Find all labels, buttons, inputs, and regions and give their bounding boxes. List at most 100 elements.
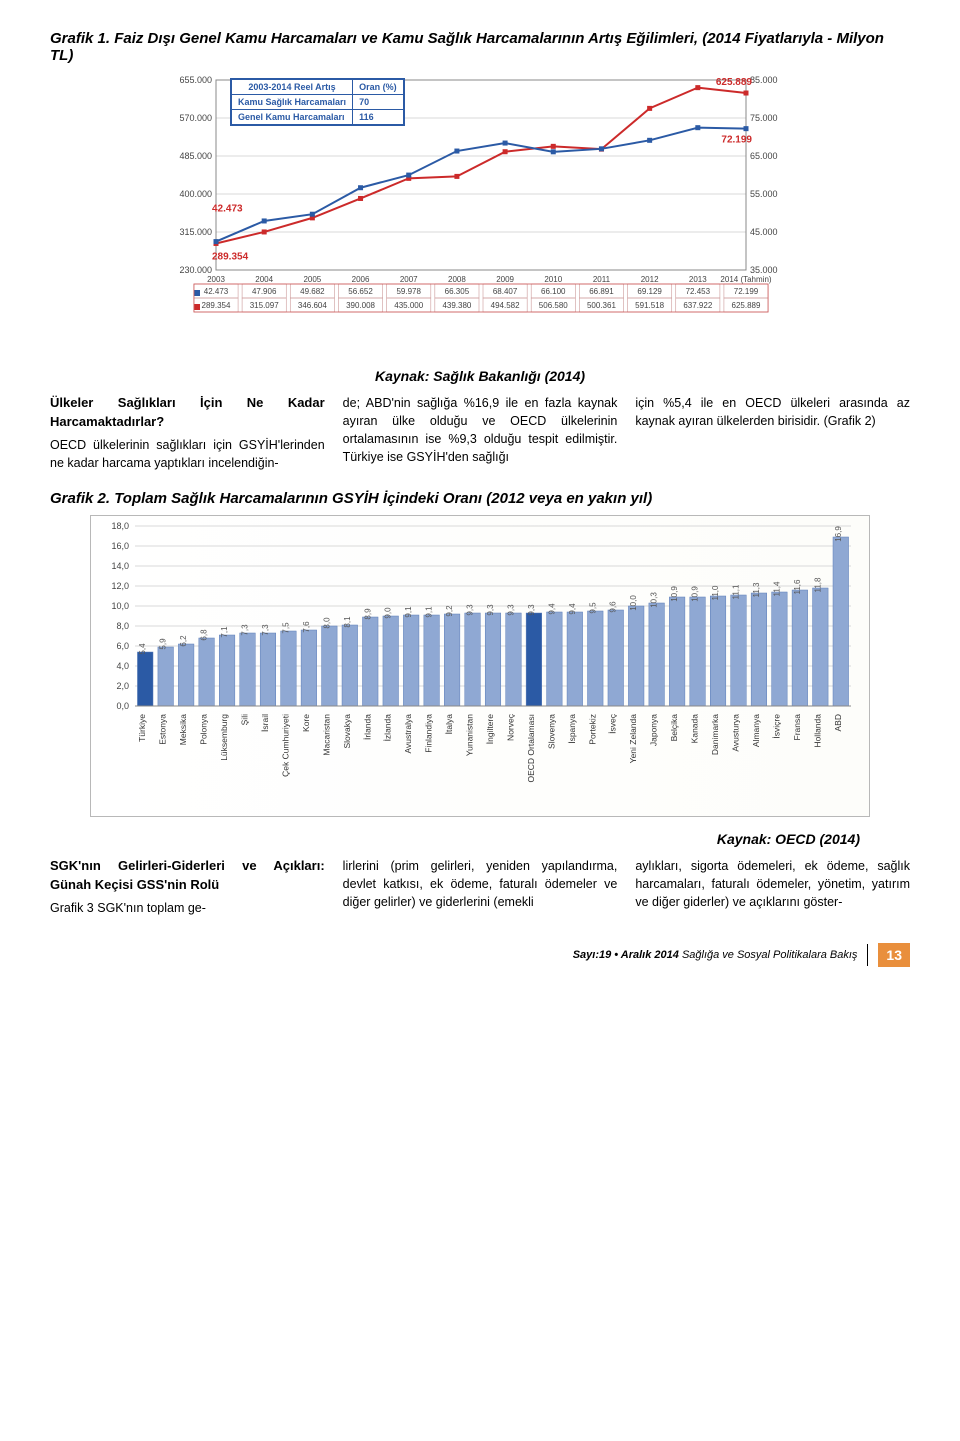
svg-text:İspanya: İspanya xyxy=(567,714,577,744)
footer-text: Sayı:19 • Aralık 2014 Sağlığa ve Sosyal … xyxy=(573,949,858,961)
svg-text:500.361: 500.361 xyxy=(587,301,616,310)
svg-text:346.604: 346.604 xyxy=(298,301,327,310)
svg-text:400.000: 400.000 xyxy=(179,189,212,199)
legend-col: Oran (%) xyxy=(353,80,404,95)
svg-text:5,4: 5,4 xyxy=(138,643,147,655)
para2-col2-body: lirlerini (prim gelirleri, yeniden yapıl… xyxy=(343,857,618,917)
legend-row-label: Genel Kamu Harcamaları xyxy=(232,110,353,125)
svg-text:4,0: 4,0 xyxy=(116,661,129,671)
svg-text:Macaristan: Macaristan xyxy=(321,714,331,756)
svg-text:49.682: 49.682 xyxy=(300,287,325,296)
svg-text:İsrail: İsrail xyxy=(260,714,270,732)
svg-text:75.000: 75.000 xyxy=(750,113,778,123)
svg-text:9,5: 9,5 xyxy=(588,602,597,614)
svg-text:Kore: Kore xyxy=(301,714,311,732)
chart2-source: Kaynak: OECD (2014) xyxy=(50,831,860,847)
svg-text:Kanada: Kanada xyxy=(690,714,700,744)
chart1-container: 2003-2014 Reel Artış Oran (%) Kamu Sağlı… xyxy=(160,74,800,354)
svg-text:9,6: 9,6 xyxy=(609,601,618,613)
svg-text:2008: 2008 xyxy=(448,275,466,284)
svg-text:Fransa: Fransa xyxy=(792,714,802,741)
footer-issue: Sayı:19 • Aralık 2014 xyxy=(573,949,679,961)
page-footer: Sayı:19 • Aralık 2014 Sağlığa ve Sosyal … xyxy=(50,943,910,967)
svg-text:66.100: 66.100 xyxy=(541,287,566,296)
svg-text:8,0: 8,0 xyxy=(322,617,331,629)
svg-text:Hollanda: Hollanda xyxy=(812,714,822,748)
svg-text:6,0: 6,0 xyxy=(116,641,129,651)
svg-text:625.889: 625.889 xyxy=(716,77,753,88)
svg-text:6,2: 6,2 xyxy=(179,635,188,647)
svg-text:66.891: 66.891 xyxy=(589,287,614,296)
para2-col3-body: aylıkları, sigorta ödemeleri, ek ödeme, … xyxy=(635,857,910,917)
svg-text:56.652: 56.652 xyxy=(348,287,373,296)
paragraph-block-2: SGK'nın Gelirleri-Giderleri ve Açıkları:… xyxy=(50,857,910,917)
svg-text:9,0: 9,0 xyxy=(384,607,393,619)
svg-text:45.000: 45.000 xyxy=(750,227,778,237)
svg-text:59.978: 59.978 xyxy=(396,287,421,296)
svg-text:230.000: 230.000 xyxy=(179,265,212,275)
svg-text:8,0: 8,0 xyxy=(116,621,129,631)
svg-text:570.000: 570.000 xyxy=(179,113,212,123)
svg-text:2014 (Tahmin): 2014 (Tahmin) xyxy=(720,275,771,284)
svg-text:55.000: 55.000 xyxy=(750,189,778,199)
svg-text:Avusturya: Avusturya xyxy=(730,714,740,752)
svg-text:Finlandiya: Finlandiya xyxy=(424,714,434,753)
svg-text:9,3: 9,3 xyxy=(486,604,495,616)
svg-text:Meksika: Meksika xyxy=(178,714,188,745)
svg-text:12,0: 12,0 xyxy=(111,581,129,591)
svg-text:315.000: 315.000 xyxy=(179,227,212,237)
svg-text:10,3: 10,3 xyxy=(650,592,659,608)
paragraph-block-1: Ülkeler Sağlıkları İçin Ne Kadar Harcama… xyxy=(50,394,910,472)
svg-text:Şili: Şili xyxy=(240,714,250,725)
svg-text:Almanya: Almanya xyxy=(751,714,761,747)
svg-text:591.518: 591.518 xyxy=(635,301,664,310)
svg-text:11,6: 11,6 xyxy=(793,579,802,595)
svg-text:69.129: 69.129 xyxy=(637,287,662,296)
chart1-source: Kaynak: Sağlık Bakanlığı (2014) xyxy=(50,368,910,384)
svg-text:Belçika: Belçika xyxy=(669,714,679,742)
svg-text:10,0: 10,0 xyxy=(629,595,638,611)
svg-text:10,0: 10,0 xyxy=(111,601,129,611)
para1-col1-heading: Ülkeler Sağlıkları İçin Ne Kadar Harcama… xyxy=(50,394,325,432)
svg-text:Japonya: Japonya xyxy=(649,714,659,746)
svg-text:9,3: 9,3 xyxy=(527,604,536,616)
svg-text:2011: 2011 xyxy=(593,275,611,284)
svg-text:7,5: 7,5 xyxy=(281,622,290,634)
svg-text:11,8: 11,8 xyxy=(813,577,822,593)
svg-text:OECD Ortalaması: OECD Ortalaması xyxy=(526,714,536,783)
svg-text:2003: 2003 xyxy=(207,275,225,284)
svg-text:Slovakya: Slovakya xyxy=(342,714,352,749)
chart2-svg: 0,02,04,06,08,010,012,014,016,018,05,4Tü… xyxy=(91,516,871,816)
svg-text:Çek Cumhuriyeti: Çek Cumhuriyeti xyxy=(280,714,290,777)
svg-text:6,8: 6,8 xyxy=(200,629,209,641)
svg-text:Estonya: Estonya xyxy=(158,714,168,745)
para2-col1-body: Grafik 3 SGK'nın toplam ge- xyxy=(50,901,206,915)
chart1-legend: 2003-2014 Reel Artış Oran (%) Kamu Sağlı… xyxy=(230,78,405,126)
svg-text:14,0: 14,0 xyxy=(111,561,129,571)
svg-text:İngiltere: İngiltere xyxy=(485,714,495,745)
svg-text:Avustralya: Avustralya xyxy=(403,714,413,754)
svg-text:2,0: 2,0 xyxy=(116,681,129,691)
legend-header: 2003-2014 Reel Artış xyxy=(232,80,353,95)
svg-text:2005: 2005 xyxy=(303,275,321,284)
svg-text:289.354: 289.354 xyxy=(202,301,231,310)
svg-text:0,0: 0,0 xyxy=(116,701,129,711)
svg-text:72.199: 72.199 xyxy=(734,287,759,296)
svg-text:2012: 2012 xyxy=(641,275,659,284)
svg-text:Yeni Zelanda: Yeni Zelanda xyxy=(628,714,638,764)
svg-text:18,0: 18,0 xyxy=(111,521,129,531)
svg-text:11,3: 11,3 xyxy=(752,582,761,598)
svg-text:2004: 2004 xyxy=(255,275,273,284)
para1-col2-body: de; ABD'nin sağlığa %16,9 ile en fazla k… xyxy=(343,394,618,472)
svg-text:8,1: 8,1 xyxy=(343,616,352,628)
svg-text:485.000: 485.000 xyxy=(179,151,212,161)
svg-text:10,9: 10,9 xyxy=(670,586,679,602)
svg-text:42.473: 42.473 xyxy=(212,204,243,215)
para1-col1-body: OECD ülkelerinin sağlıkları için GSYİH'l… xyxy=(50,438,325,470)
svg-text:9,4: 9,4 xyxy=(568,603,577,615)
chart2-container: 0,02,04,06,08,010,012,014,016,018,05,4Tü… xyxy=(90,515,870,817)
svg-text:435.000: 435.000 xyxy=(394,301,423,310)
svg-text:İtalya: İtalya xyxy=(444,714,454,735)
footer-divider xyxy=(867,944,868,966)
svg-text:10,9: 10,9 xyxy=(691,586,700,602)
